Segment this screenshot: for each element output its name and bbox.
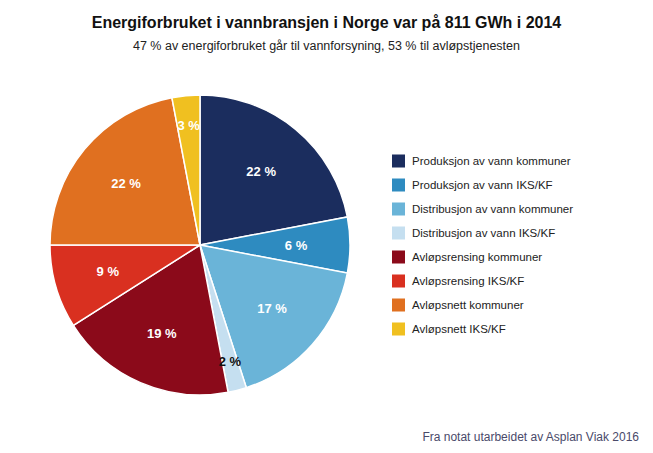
legend: Produksjon av vann kommuner Produksjon av… xyxy=(392,155,573,336)
legend-label: Distribusjon av vann kommuner xyxy=(412,203,573,215)
data-label: 2 % xyxy=(219,354,242,369)
data-label: 19 % xyxy=(147,326,177,341)
legend-swatch xyxy=(392,203,405,216)
data-label: 9 % xyxy=(97,264,120,279)
legend-swatch xyxy=(392,251,405,264)
legend-label: Avløpsnett IKS/KF xyxy=(412,323,506,335)
legend-swatch xyxy=(392,179,405,192)
title: Energiforbruket i vannbransjen i Norge v… xyxy=(92,14,562,31)
legend-label: Avløpsrensing IKS/KF xyxy=(412,275,524,287)
data-label: 22 % xyxy=(111,176,141,191)
pie-slice xyxy=(50,98,200,245)
legend-label: Avløpsrensing kommuner xyxy=(412,251,542,263)
legend-swatch xyxy=(392,323,405,336)
legend-label: Distribusjon av vann IKS/KF xyxy=(412,227,555,239)
chart-container: Energiforbruket i vannbransjen i Norge v… xyxy=(0,0,653,453)
chart: Energiforbruket i vannbransjen i Norge v… xyxy=(0,0,653,453)
legend-swatch xyxy=(392,299,405,312)
legend-label: Avløpsnett kommuner xyxy=(412,299,524,311)
data-labels: 22 % 6 % 17 % 2 % 19 % 9 % 22 % 3 % xyxy=(97,118,308,369)
data-label: 22 % xyxy=(246,164,276,179)
legend-label: Produksjon av vann IKS/KF xyxy=(412,179,553,191)
pie xyxy=(50,95,350,395)
data-label: 17 % xyxy=(257,301,287,316)
legend-swatch xyxy=(392,155,405,168)
legend-swatch xyxy=(392,275,405,288)
pie-slice xyxy=(172,95,200,245)
footnote: Fra notat utarbeidet av Asplan Viak 2016 xyxy=(422,430,639,444)
data-label: 3 % xyxy=(178,118,201,133)
pie-slice xyxy=(50,245,200,325)
legend-label: Produksjon av vann kommuner xyxy=(412,155,571,167)
background xyxy=(0,0,653,453)
data-label: 6 % xyxy=(285,238,308,253)
subtitle: 47 % av energiforbruket går til vannfors… xyxy=(133,39,520,53)
legend-swatch xyxy=(392,227,405,240)
